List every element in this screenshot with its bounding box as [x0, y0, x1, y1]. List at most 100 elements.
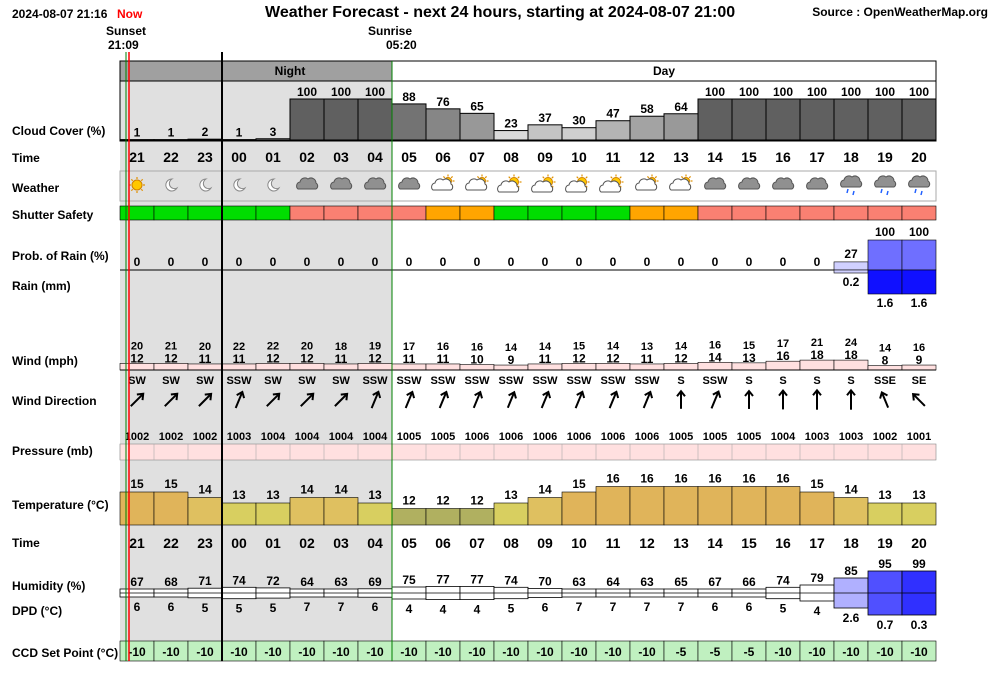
label-dpd: DPD (°C) — [12, 604, 63, 618]
wind-gust-value: 21 — [165, 340, 177, 352]
wind-gust-value: 24 — [845, 337, 858, 349]
shutter-cell — [391, 205, 427, 221]
temperature-bar — [901, 502, 937, 526]
dpd-value: 6 — [134, 600, 141, 614]
time-label-bottom: 18 — [843, 535, 859, 551]
overcast-icon — [738, 177, 761, 190]
temperature-bar — [765, 486, 801, 526]
wind-speed-value: 12 — [572, 351, 586, 365]
rain-prob-bar — [867, 239, 903, 271]
temperature-bar — [255, 502, 291, 526]
rain-prob-value: 27 — [844, 247, 858, 261]
wind-direction-label: SW — [196, 375, 214, 387]
wind-gust-value: 16 — [437, 341, 449, 353]
temperature-value: 13 — [266, 488, 280, 502]
wind-direction-label: SSW — [226, 375, 252, 387]
time-label: 14 — [707, 149, 723, 165]
shutter-cell — [323, 205, 359, 221]
temperature-value: 16 — [640, 472, 654, 486]
time-label-bottom: 05 — [401, 535, 417, 551]
wind-arrow-icon — [198, 392, 213, 407]
wind-speed-value: 12 — [606, 351, 620, 365]
cloud-value: 1 — [236, 126, 243, 140]
humidity-value: 85 — [844, 564, 858, 578]
shutter-cell — [663, 205, 699, 221]
wind-direction-label: SSW — [362, 375, 388, 387]
ccd-value: -5 — [676, 645, 687, 659]
ccd-value: -10 — [434, 645, 452, 659]
humidity-value: 66 — [742, 575, 756, 589]
wind-gust-value: 14 — [879, 343, 892, 355]
humidity-value: 75 — [402, 573, 416, 587]
humidity-value: 77 — [470, 572, 484, 586]
time-label-bottom: 08 — [503, 535, 519, 551]
time-label: 10 — [571, 149, 587, 165]
temperature-bar — [357, 502, 393, 526]
pressure-value: 1006 — [635, 431, 659, 443]
cloud-bar — [391, 103, 427, 141]
rain-prob-value: 100 — [875, 225, 895, 239]
wind-gust-value: 17 — [777, 338, 789, 350]
cloud-bar — [527, 124, 563, 141]
time-label-bottom: 01 — [265, 535, 281, 551]
partly-cloudy-day-icon — [669, 174, 693, 191]
wind-gust-value: 16 — [913, 342, 925, 354]
pressure-value: 1002 — [193, 431, 217, 443]
night-band-label: Night — [275, 64, 306, 78]
wind-gust-value: 16 — [471, 342, 483, 354]
label-time: Time — [12, 151, 40, 165]
ccd-value: -10 — [162, 645, 180, 659]
temperature-bar — [799, 491, 835, 526]
cloud-value: 100 — [773, 85, 793, 99]
wind-direction-label: SSW — [600, 375, 626, 387]
time-label: 02 — [299, 149, 315, 165]
ccd-value: -10 — [876, 645, 894, 659]
temperature-value: 16 — [776, 472, 790, 486]
wind-direction-label: SE — [912, 375, 927, 387]
pressure-value: 1005 — [669, 431, 693, 443]
pressure-value: 1004 — [295, 431, 320, 443]
shutter-cell — [833, 205, 869, 221]
rain-prob-value: 0 — [508, 255, 515, 269]
time-label-bottom: 15 — [741, 535, 757, 551]
wind-direction-label: SW — [128, 375, 146, 387]
temperature-value: 15 — [810, 477, 824, 491]
wind-speed-value: 9 — [508, 353, 515, 367]
ccd-value: -10 — [366, 645, 384, 659]
wind-direction-label: SSW — [702, 375, 728, 387]
temperature-value: 14 — [334, 483, 348, 497]
temperature-bar — [731, 486, 767, 526]
shutter-cell — [425, 205, 461, 221]
shutter-cell — [119, 205, 155, 221]
cloud-value: 100 — [841, 85, 861, 99]
humidity-value: 71 — [198, 574, 212, 588]
ccd-value: -10 — [604, 645, 622, 659]
clear-night-icon — [233, 178, 247, 192]
humidity-value: 79 — [810, 571, 824, 585]
time-label: 22 — [163, 149, 179, 165]
temperature-value: 13 — [232, 488, 246, 502]
header-datetime: 2024-08-07 21:16 — [12, 7, 108, 21]
page-title: Weather Forecast - next 24 hours, starti… — [265, 4, 736, 21]
time-label-bottom: 04 — [367, 535, 383, 551]
time-label-bottom: 23 — [197, 535, 213, 551]
label-humidity: Humidity (%) — [12, 579, 86, 593]
time-label-bottom: 20 — [911, 535, 927, 551]
pressure-value: 1003 — [227, 431, 251, 443]
wind-direction-label: SW — [264, 375, 282, 387]
cloud-bar — [493, 130, 529, 141]
wind-speed-value: 18 — [844, 348, 858, 362]
clear-night-icon — [199, 178, 213, 192]
dpd-value: 7 — [576, 600, 583, 614]
humidity-value: 67 — [130, 575, 144, 589]
rain-prob-value: 100 — [909, 225, 929, 239]
ccd-value: -10 — [468, 645, 486, 659]
time-label-bottom: 22 — [163, 535, 179, 551]
shutter-cell — [697, 205, 733, 221]
dpd-value: 5 — [236, 602, 243, 616]
rain-prob-value: 0 — [406, 255, 413, 269]
wind-arrow-icon — [234, 390, 246, 409]
temperature-bar — [153, 491, 189, 526]
time-label-bottom: 07 — [469, 535, 485, 551]
